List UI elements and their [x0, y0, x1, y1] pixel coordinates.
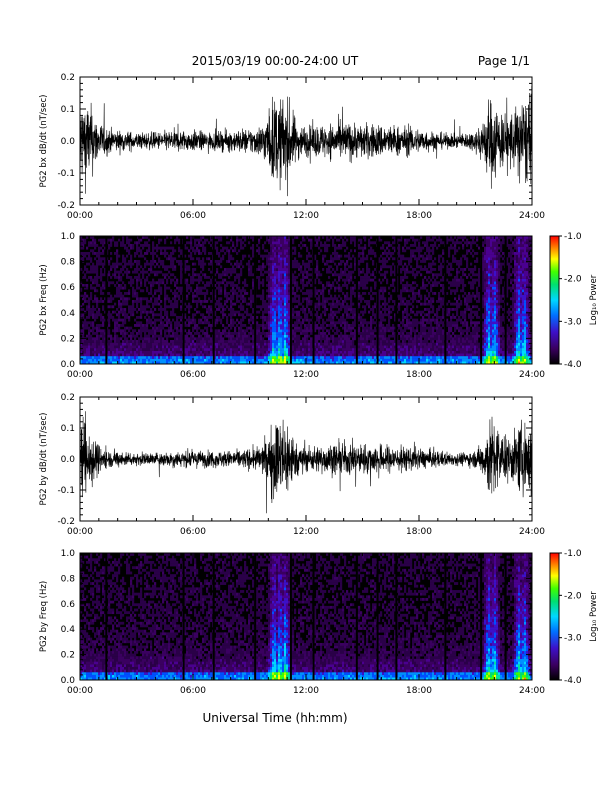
data-gap-line: [504, 553, 507, 680]
data-gap-line: [312, 553, 315, 680]
data-gap-line: [289, 553, 292, 680]
colorbar-tick-label: -3.0: [564, 634, 582, 644]
data-gap-line: [212, 553, 215, 680]
data-gap-line: [480, 553, 483, 680]
data-gap-line: [395, 553, 398, 680]
x-axis-title: Universal Time (hh:mm): [202, 711, 347, 725]
y-tick-label: -0.2: [57, 201, 75, 211]
by-spectrogram-panel: 00:00 06:00 12:00 18:00 24:00 0.0 0.2 0.4 0.6 0.8…: [39, 549, 599, 696]
colorbar-tick-label: -4.0: [564, 676, 582, 686]
data-gap-line: [355, 553, 358, 680]
x-tick-label: 18:00: [406, 527, 432, 537]
x-tick-label: 12:00: [293, 527, 319, 537]
x-tick-label: 18:00: [406, 686, 432, 696]
data-gap-line: [254, 553, 257, 680]
data-gap-line: [480, 236, 483, 364]
x-tick-label: 00:00: [67, 686, 93, 696]
data-gap-line: [355, 236, 358, 364]
page-title: 2015/03/19 00:00-24:00 UT: [192, 54, 359, 68]
page-number: Page 1/1: [478, 54, 530, 68]
y-tick-label: 0.2: [61, 334, 75, 344]
data-gap-line: [444, 553, 447, 680]
y-tick-label: -0.1: [57, 486, 75, 496]
x-tick-label: 06:00: [180, 686, 206, 696]
y-tick-label: 0.0: [61, 676, 76, 686]
spectrogram-image: [80, 236, 533, 365]
y-tick-label: 0.8: [61, 574, 76, 584]
y-tick-label: 0.2: [61, 393, 75, 403]
y-tick-label: -0.1: [57, 169, 75, 179]
x-tick-label: 00:00: [67, 370, 93, 380]
colorbar-tick-label: -1.0: [564, 549, 582, 559]
y-axis-label: PG2 bx Freq (Hz): [39, 264, 49, 335]
data-gap-line: [312, 236, 315, 364]
y-tick-label: 0.0: [61, 455, 76, 465]
y-tick-label: 0.0: [61, 137, 76, 147]
colorbar-label: Log₁₀ Power: [589, 591, 599, 642]
y-tick-label: 0.4: [61, 625, 76, 635]
x-tick-label: 24:00: [519, 211, 545, 221]
x-tick-label: 12:00: [293, 370, 319, 380]
colorbar-tick-label: -1.0: [564, 232, 582, 242]
data-gap-line: [444, 236, 447, 364]
colorbar: [549, 552, 560, 681]
bx-dbdt-panel: 00:00 06:00 12:00 18:00 24:00 -0.2 -0.1 0.0 0.1 0…: [39, 73, 545, 221]
x-tick-label: 06:00: [180, 527, 206, 537]
y-axis-label: PG2 bx dB/dt (nT/sec): [39, 95, 49, 188]
data-gap-line: [376, 553, 379, 680]
data-gap-line: [212, 236, 215, 364]
x-tick-label: 24:00: [519, 527, 545, 537]
y-axis-label: PG2 by dB/dt (nT/sec): [39, 413, 49, 506]
data-gap-line: [376, 236, 379, 364]
x-tick-label: 06:00: [180, 370, 206, 380]
y-tick-label: 0.1: [61, 424, 75, 434]
x-tick-label: 12:00: [293, 211, 319, 221]
colorbar-tick-label: -3.0: [564, 317, 582, 327]
x-tick-label: 06:00: [180, 211, 206, 221]
x-tick-label: 12:00: [293, 686, 319, 696]
data-gap-line: [182, 236, 185, 364]
y-axis-label: PG2 by Freq (Hz): [39, 581, 49, 652]
y-tick-label: 0.4: [61, 309, 76, 319]
y-tick-label: 0.0: [61, 360, 76, 370]
data-gap-line: [182, 553, 185, 680]
colorbar: [549, 235, 560, 365]
y-tick-label: 0.6: [61, 600, 76, 610]
y-tick-label: 0.2: [61, 73, 75, 83]
colorbar-tick-label: -2.0: [564, 275, 582, 285]
x-tick-label: 00:00: [67, 211, 93, 221]
data-gap-line: [105, 553, 108, 680]
spectrogram-image: [80, 553, 533, 681]
y-tick-label: 0.2: [61, 651, 75, 661]
data-gap-line: [254, 236, 257, 364]
colorbar-tick-label: -2.0: [564, 591, 582, 601]
dbdt-trace: [80, 411, 532, 514]
data-gap-line: [395, 236, 398, 364]
y-tick-label: 0.1: [61, 105, 75, 115]
data-gap-line: [504, 236, 507, 364]
data-gap-line: [289, 236, 292, 364]
x-tick-label: 24:00: [519, 370, 545, 380]
colorbar-label: Log₁₀ Power: [589, 274, 599, 325]
y-tick-label: 0.8: [61, 258, 76, 268]
x-tick-label: 24:00: [519, 686, 545, 696]
x-tick-label: 18:00: [406, 370, 432, 380]
y-tick-label: 1.0: [61, 232, 76, 242]
x-tick-label: 18:00: [406, 211, 432, 221]
x-tick-label: 00:00: [67, 527, 93, 537]
dbdt-trace: [80, 85, 532, 197]
bx-spectrogram-panel: 00:00 06:00 12:00 18:00 24:00 0.0 0.2 0.4 0.6 0.8…: [39, 232, 599, 380]
data-gap-line: [105, 236, 108, 364]
y-tick-label: -0.2: [57, 517, 75, 527]
by-dbdt-panel: 00:00 06:00 12:00 18:00 24:00 -0.2 -0.1 0.0 0.1 0…: [39, 393, 545, 537]
colorbar-tick-label: -4.0: [564, 360, 582, 370]
y-tick-label: 0.6: [61, 283, 76, 293]
y-tick-label: 1.0: [61, 549, 76, 559]
